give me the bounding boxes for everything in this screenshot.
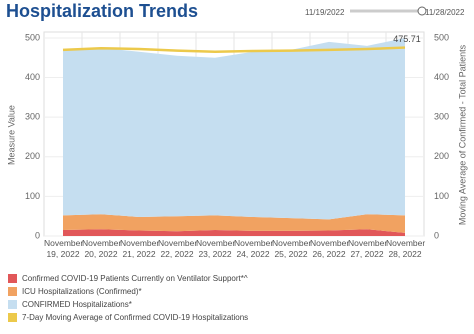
- legend-item: ICU Hospitalizations (Confirmed)*: [8, 285, 248, 298]
- area: [63, 229, 405, 236]
- x-tick-label: November 19, 2022: [44, 238, 84, 259]
- x-tick-label: November 23, 2022: [196, 238, 236, 259]
- x-tick-label: November 26, 2022: [310, 238, 350, 259]
- y2-axis-label: Moving Average of Confirmed - Total Pati…: [457, 44, 467, 225]
- legend-swatch: [8, 274, 17, 283]
- legend-item: CONFIRMED Hospitalizations*: [8, 298, 248, 311]
- y-tick-label: 400: [25, 72, 40, 82]
- legend-label: ICU Hospitalizations (Confirmed)*: [22, 287, 142, 296]
- legend-label: CONFIRMED Hospitalizations*: [22, 300, 132, 309]
- x-tick-label: November 22, 2022: [158, 238, 198, 259]
- x-tick-label: November 24, 2022: [234, 238, 274, 259]
- x-tick-label: November 27, 2022: [348, 238, 388, 259]
- x-tick-label: November 28, 2022: [386, 238, 426, 259]
- y2-tick-label: 300: [434, 112, 449, 122]
- legend-swatch: [8, 300, 17, 309]
- x-tick-label: November 20, 2022: [82, 238, 122, 259]
- area: [63, 214, 405, 233]
- y-tick-label: 0: [35, 230, 40, 240]
- y2-tick-label: 400: [434, 72, 449, 82]
- line: [62, 46, 406, 54]
- y2-tick-label: 500: [434, 32, 449, 42]
- y-axis-label: Measure Value: [6, 105, 16, 165]
- legend: Confirmed COVID-19 Patients Currently on…: [8, 272, 248, 324]
- legend-swatch: [8, 313, 17, 322]
- y2-tick-label: 100: [434, 191, 449, 201]
- filter-start[interactable]: 11/19/2022: [305, 8, 345, 17]
- x-tick-label: November 25, 2022: [272, 238, 312, 259]
- legend-item: 7-Day Moving Average of Confirmed COVID-…: [8, 311, 248, 324]
- legend-item: Confirmed COVID-19 Patients Currently on…: [8, 272, 248, 285]
- chart-title: Hospitalization Trends: [6, 1, 199, 21]
- y2-tick-label: 200: [434, 151, 449, 161]
- y2-tick-label: 0: [434, 230, 439, 240]
- legend-label: 7-Day Moving Average of Confirmed COVID-…: [22, 313, 249, 322]
- y-tick-label: 300: [25, 112, 40, 122]
- y-tick-label: 200: [25, 151, 40, 161]
- area: [63, 37, 405, 220]
- x-tick-label: November 21, 2022: [120, 238, 160, 259]
- data-label: 475.71: [393, 34, 421, 44]
- legend-swatch: [8, 287, 17, 296]
- filter-end[interactable]: 11/28/2022: [425, 8, 465, 17]
- slider-handle[interactable]: [417, 6, 427, 16]
- y-tick-label: 100: [25, 191, 40, 201]
- y-tick-label: 500: [25, 32, 40, 42]
- legend-label: Confirmed COVID-19 Patients Currently on…: [22, 274, 248, 283]
